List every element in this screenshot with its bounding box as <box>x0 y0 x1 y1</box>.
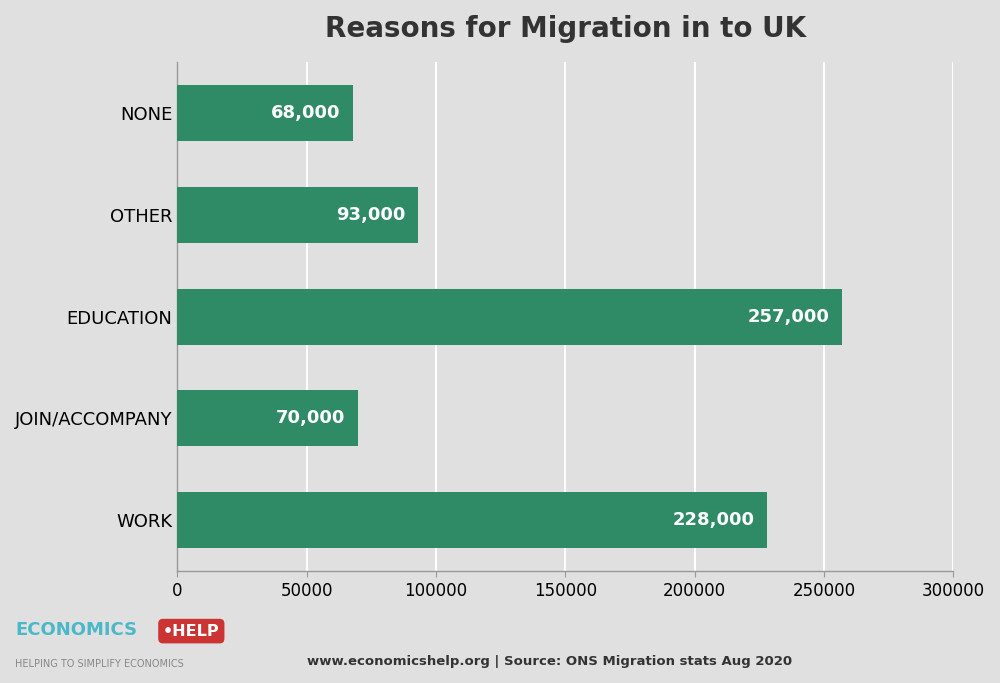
Text: 93,000: 93,000 <box>336 206 405 224</box>
Bar <box>177 492 767 548</box>
Text: 70,000: 70,000 <box>276 409 346 428</box>
Bar <box>177 187 418 243</box>
Bar <box>177 391 358 447</box>
Text: 68,000: 68,000 <box>271 104 340 122</box>
Title: Reasons for Migration in to UK: Reasons for Migration in to UK <box>325 15 806 43</box>
Text: 228,000: 228,000 <box>672 511 754 529</box>
Text: •HELP: •HELP <box>163 624 220 639</box>
Text: ECONOMICS: ECONOMICS <box>15 621 137 639</box>
Bar <box>177 289 842 345</box>
Bar <box>177 85 353 141</box>
Text: HELPING TO SIMPLIFY ECONOMICS: HELPING TO SIMPLIFY ECONOMICS <box>15 659 184 669</box>
Text: www.economicshelp.org | Source: ONS Migration stats Aug 2020: www.economicshelp.org | Source: ONS Migr… <box>307 655 793 668</box>
Text: 257,000: 257,000 <box>747 307 829 326</box>
